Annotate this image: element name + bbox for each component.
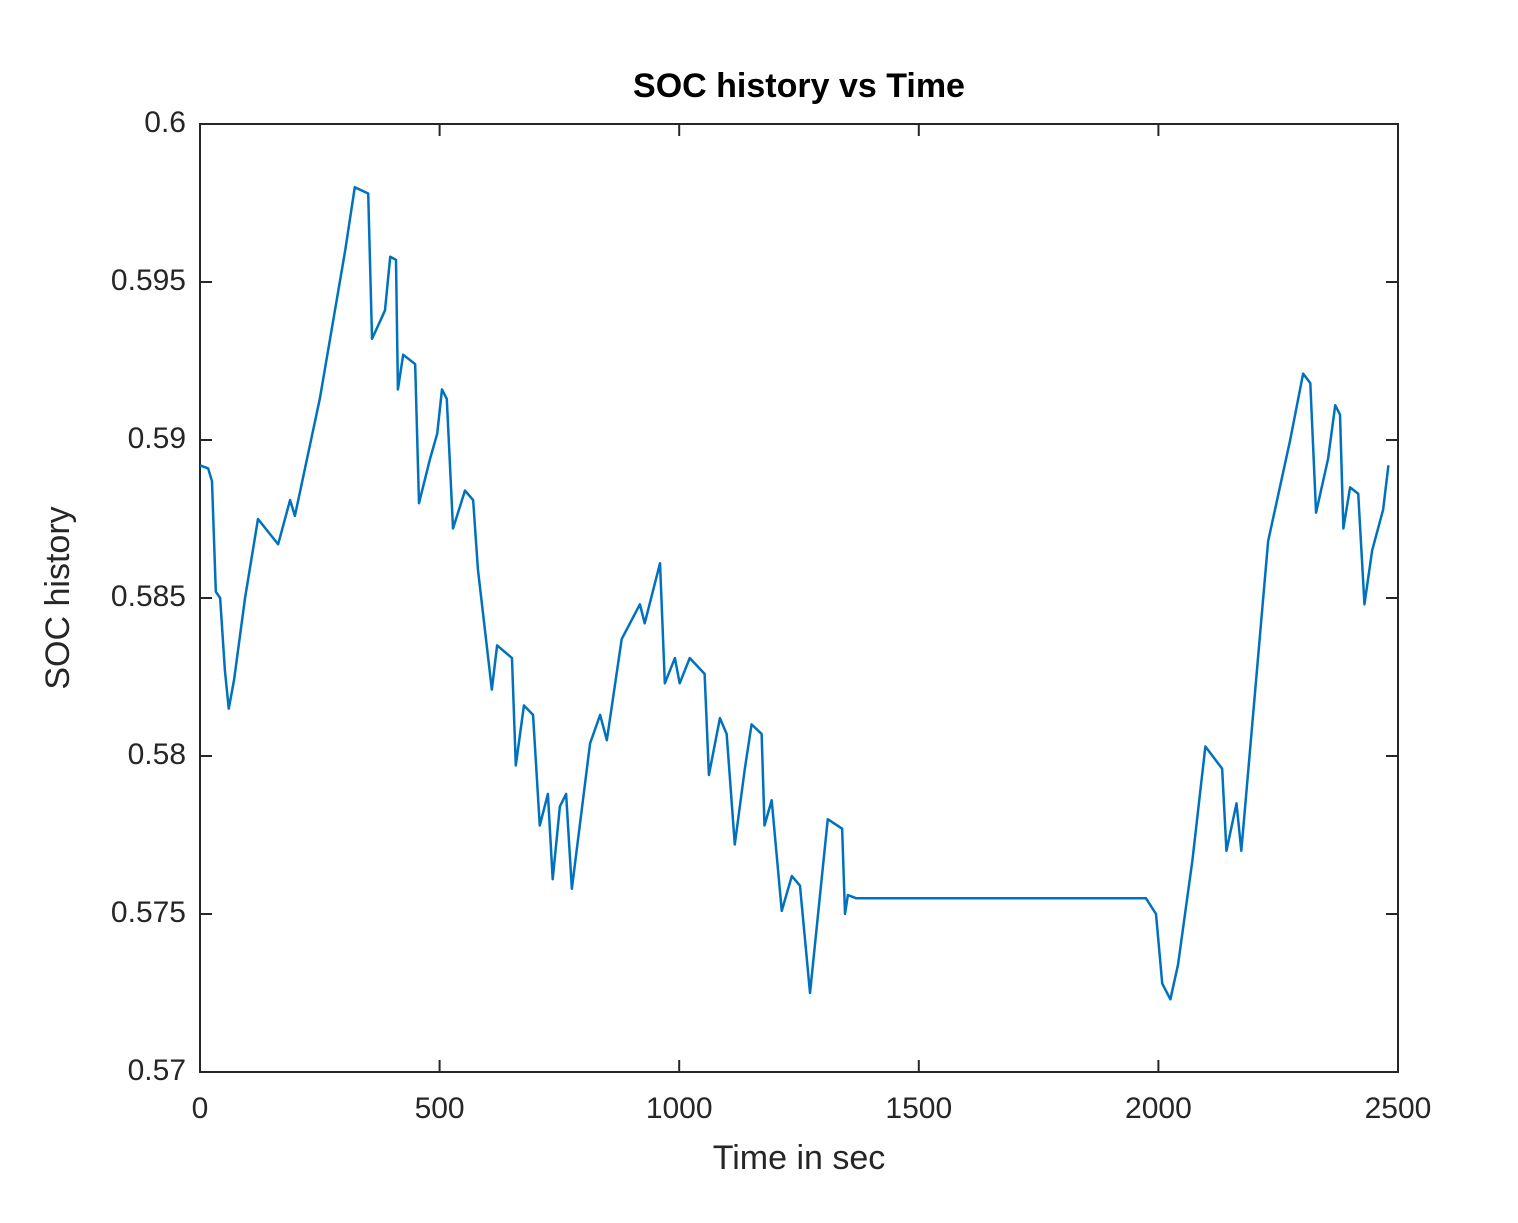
x-tick-label: 1500 xyxy=(885,1092,952,1125)
y-tick-label: 0.6 xyxy=(144,106,186,139)
y-tick-label: 0.59 xyxy=(128,422,186,455)
y-tick-label: 0.585 xyxy=(111,580,186,613)
y-tick-label: 0.595 xyxy=(111,264,186,297)
y-axis-label: SOC history xyxy=(39,506,77,689)
x-axis-label: Time in sec xyxy=(713,1139,886,1177)
x-tick-label: 0 xyxy=(192,1092,209,1125)
y-tick-label: 0.57 xyxy=(128,1054,186,1087)
plot-frame xyxy=(199,123,1399,1073)
x-tick-label: 500 xyxy=(415,1092,465,1125)
y-tick-label: 0.58 xyxy=(128,738,186,771)
x-tick-label: 2000 xyxy=(1125,1092,1192,1125)
x-tick-label: 2500 xyxy=(1365,1092,1432,1125)
chart-title: SOC history vs Time xyxy=(633,67,965,105)
y-tick-label: 0.575 xyxy=(111,896,186,929)
data-line xyxy=(199,185,1390,1001)
x-tick-label: 1000 xyxy=(646,1092,713,1125)
